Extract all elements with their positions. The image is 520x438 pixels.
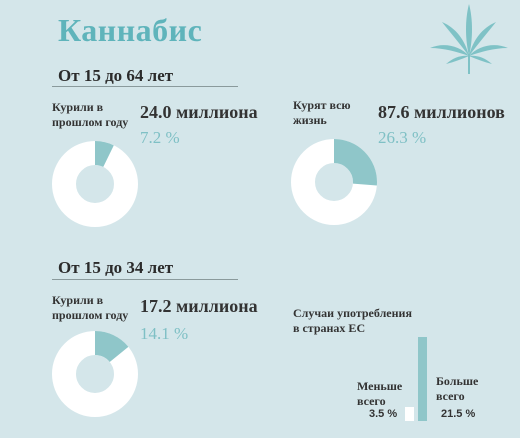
donut-lifetime-15-64 bbox=[291, 139, 377, 225]
eu-max-bar bbox=[418, 337, 427, 421]
past-year-label: Курили в прошлом году bbox=[52, 100, 129, 129]
lifetime-value: 87.6 миллионов bbox=[378, 102, 505, 122]
eu-max-label: Больше всего bbox=[436, 374, 479, 403]
donut-past-year-15-64 bbox=[52, 141, 138, 227]
eu-min-label: Меньше всего bbox=[357, 379, 403, 408]
lifetime-percent: 26.3 % bbox=[378, 128, 427, 147]
past-year-percent: 14.1 % bbox=[140, 324, 189, 343]
eu-max-value: 21.5 % bbox=[441, 408, 476, 420]
section-heading-15-64: От 15 до 64 лет bbox=[58, 66, 174, 85]
past-year-value: 24.0 миллиона bbox=[140, 102, 258, 122]
past-year-percent: 7.2 % bbox=[140, 128, 180, 147]
section-divider bbox=[52, 86, 238, 87]
donut-past-year-15-34 bbox=[52, 331, 138, 417]
eu-bar-area bbox=[405, 337, 429, 421]
lifetime-label: Курят всю жизнь bbox=[293, 98, 351, 127]
past-year-label: Курили в прошлом году bbox=[52, 293, 129, 322]
cannabis-leaf-icon bbox=[430, 4, 508, 74]
past-year-value: 17.2 миллиона bbox=[140, 296, 258, 316]
eu-min-value: 3.5 % bbox=[369, 408, 398, 420]
eu-min-bar bbox=[405, 407, 414, 421]
section-divider bbox=[52, 279, 238, 280]
page-title: Каннабис bbox=[58, 12, 203, 48]
eu-label: Случаи употребления в странах ЕС bbox=[293, 306, 412, 335]
section-heading-15-34: От 15 до 34 лет bbox=[58, 258, 174, 277]
